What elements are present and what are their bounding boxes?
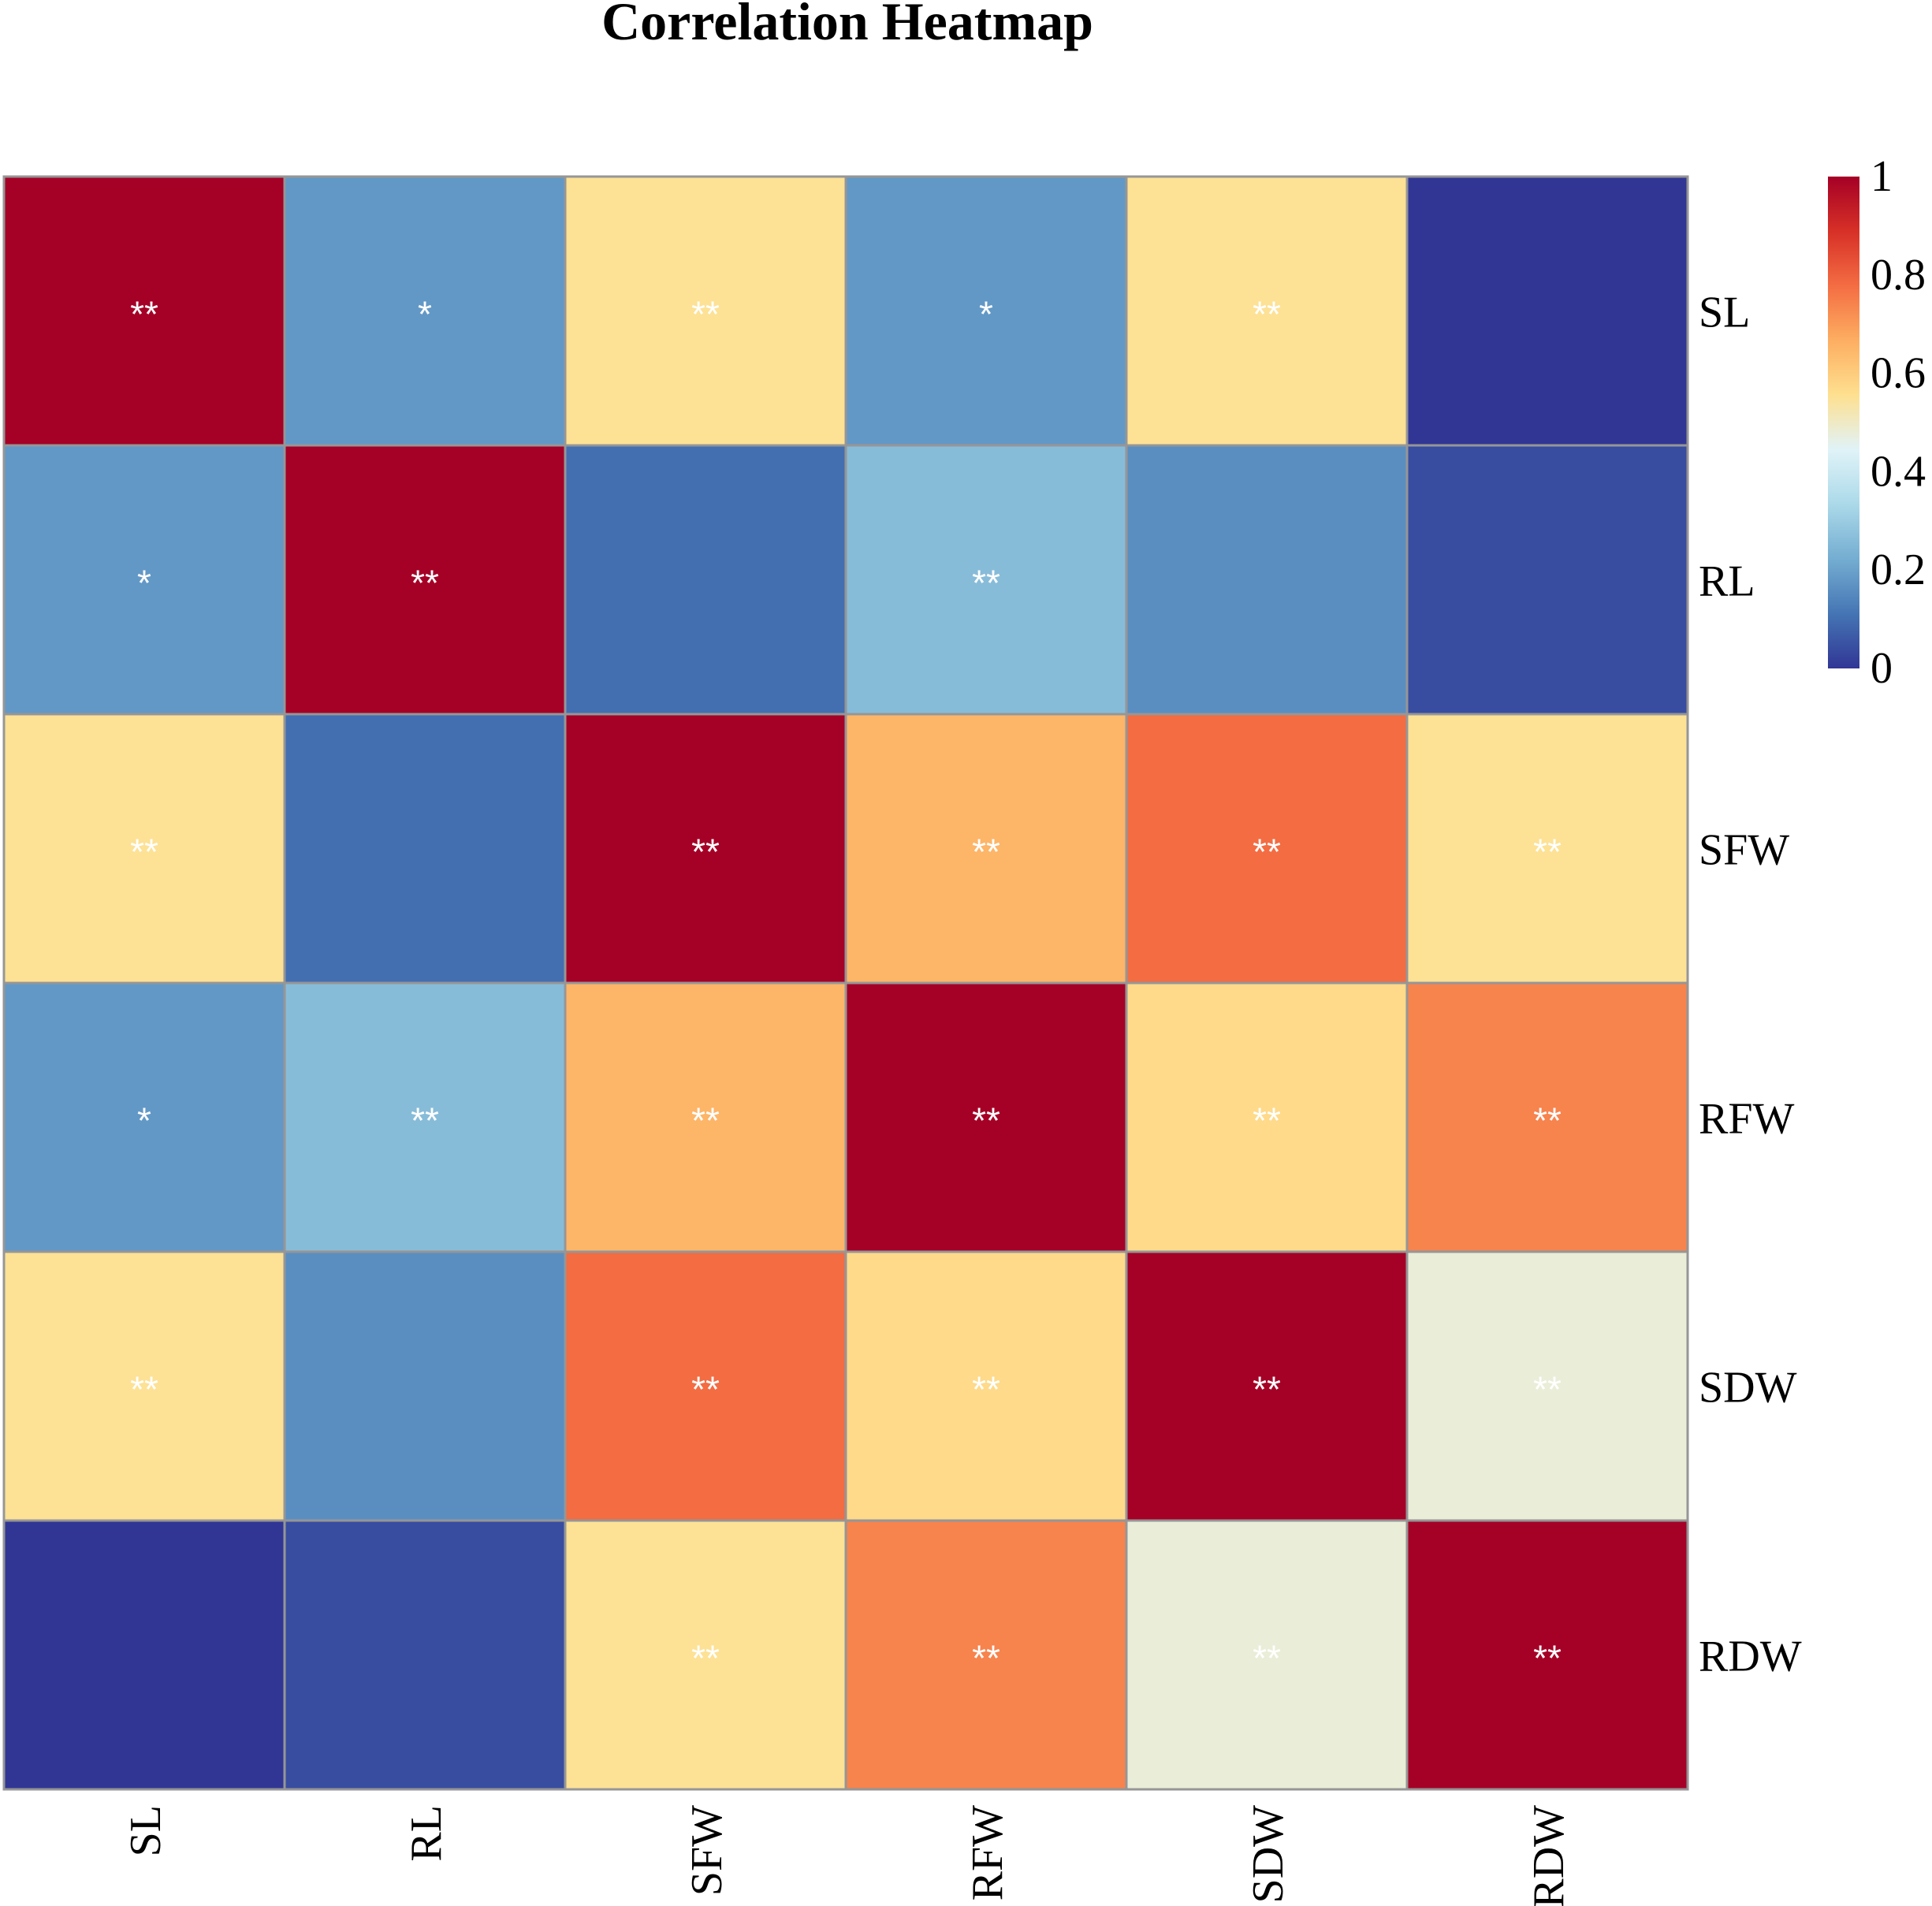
row-label-rdw: RDW [1699,1632,1802,1681]
row-label-rfw: RFW [1699,1095,1794,1144]
heatmap-cell-sfw-sfw [564,713,847,985]
colorbar-tick-label: 0.6 [1871,349,1926,398]
significance-marker: ** [691,294,720,335]
chart-title: Correlation Heatmap [601,0,1093,51]
heatmap-cell-rdw-rdw [1405,1519,1689,1791]
heatmap-cell-sfw-rdw [1405,713,1689,985]
colorbar-tick-label: 0 [1871,644,1893,693]
heatmap-cell-sl-rdw [1405,175,1689,447]
colorbar-tick-label: 0.2 [1871,545,1926,594]
heatmap-cell-rl-sfw [564,444,847,716]
significance-marker: ** [972,563,1000,604]
heatmap-cell-rl-sdw [1125,444,1409,716]
column-label-sl: SL [121,1805,170,1856]
heatmap-cell-rl-sl [2,444,286,716]
significance-marker: ** [130,1369,158,1410]
significance-marker: ** [1253,294,1281,335]
row-label-sfw: SFW [1699,826,1789,875]
column-label-rfw: RFW [963,1805,1012,1900]
significance-marker: ** [411,1100,439,1141]
significance-marker: ** [691,832,720,873]
colorbar-tick-label: 1 [1871,152,1893,201]
column-label-sdw: SDW [1244,1805,1293,1904]
significance-marker: ** [1533,1369,1562,1410]
heatmap-cell-rfw-sdw [1125,981,1409,1253]
heatmap-cell-sdw-sfw [564,1250,847,1522]
row-label-sl: SL [1699,289,1750,337]
significance-marker: ** [972,1369,1000,1410]
heatmap-cell-sl-sdw [1125,175,1409,447]
significance-marker: * [137,563,151,604]
heatmap-cell-sdw-rdw [1405,1250,1689,1522]
heatmap-cell-sl-rfw [844,175,1128,447]
significance-marker: ** [130,294,158,335]
significance-marker: ** [972,1638,1000,1679]
heatmap-cell-sfw-rl [283,713,567,985]
heatmap-cell-rdw-sfw [564,1519,847,1791]
heatmap-cells [2,175,1689,1791]
heatmap-cell-sdw-rl [283,1250,567,1522]
heatmap-cell-sl-sl [2,175,286,447]
significance-marker: ** [1533,1100,1562,1141]
significance-marker: ** [1253,1369,1281,1410]
significance-marker: ** [1533,832,1562,873]
heatmap-cell-rfw-rl [283,981,567,1253]
significance-marker: ** [1533,1638,1562,1679]
significance-marker: ** [1253,832,1281,873]
significance-marker: ** [1253,1638,1281,1679]
significance-marker: ** [691,1369,720,1410]
heatmap-cell-rfw-sl [2,981,286,1253]
significance-marker: * [137,1100,151,1141]
column-labels: SL RL SFW RFW SDW RDW [121,1805,1573,1906]
row-label-sdw: SDW [1699,1364,1797,1413]
significance-marker: ** [130,832,158,873]
significance-marker: * [979,294,993,335]
heatmap-cell-sl-rl [283,175,567,447]
heatmap-cell-rfw-sfw [564,981,847,1253]
significance-marker: * [418,294,432,335]
heatmap-cell-rl-rfw [844,444,1128,716]
significance-marker: ** [691,1638,720,1679]
heatmap-cell-sdw-sl [2,1250,286,1522]
heatmap-cell-rdw-sdw [1125,1519,1409,1791]
column-label-sfw: SFW [683,1805,731,1896]
column-label-rdw: RDW [1524,1805,1573,1906]
colorbar-tick-label: 0.8 [1871,251,1926,300]
heatmap-cell-rdw-sl [2,1519,286,1791]
heatmap-cell-sl-sfw [564,175,847,447]
heatmap-cell-sdw-rfw [844,1250,1128,1522]
heatmap-cell-rfw-rdw [1405,981,1689,1253]
colorbar-tick-label: 0.4 [1871,447,1926,496]
row-labels: SL RL SFW RFW SDW RDW [1699,289,1802,1681]
significance-markers: ** * ** * *** ** **** ** ** ** *** ** ** ** ** **** ** **… [130,294,1562,1679]
significance-marker: ** [411,563,439,604]
significance-marker: ** [1253,1100,1281,1141]
heatmap-cell-sfw-sdw [1125,713,1409,985]
significance-marker: ** [691,1100,720,1141]
heatmap-cell-rl-rdw [1405,444,1689,716]
color-legend: 0 0.2 0.4 0.6 0.8 1 [1828,152,1926,693]
heatmap-cell-rfw-rfw [844,981,1128,1253]
significance-marker: ** [972,1100,1000,1141]
heatmap-cell-sdw-sdw [1125,1250,1409,1522]
column-label-rl: RL [402,1805,451,1862]
row-label-rl: RL [1699,557,1755,606]
heatmap-cell-rdw-rl [283,1519,567,1791]
colorbar [1828,177,1859,668]
significance-marker: ** [972,832,1000,873]
